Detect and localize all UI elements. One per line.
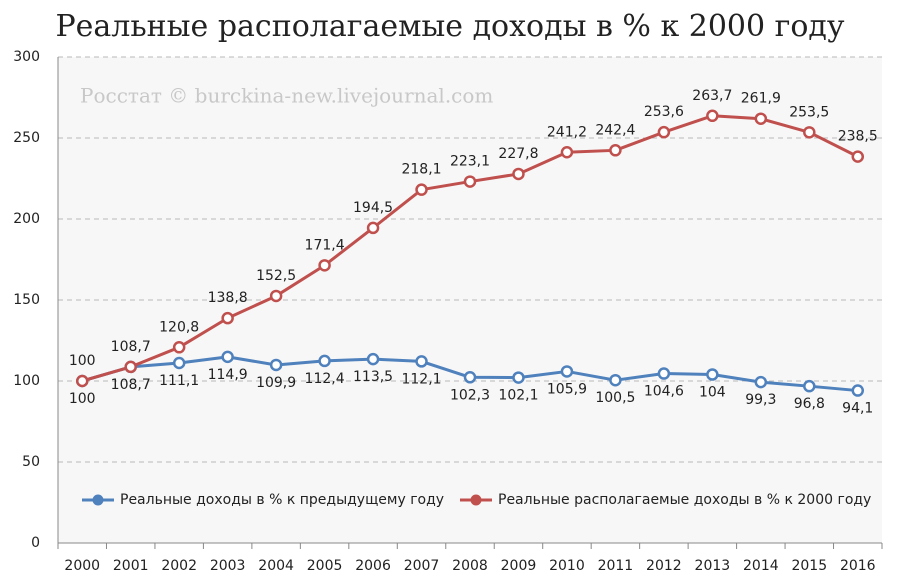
data-label: 263,7 — [692, 88, 732, 104]
data-label: 108,7 — [111, 377, 151, 393]
point — [124, 360, 137, 374]
data-label: 112,4 — [305, 371, 345, 387]
x-tick-label: 2013 — [695, 558, 731, 574]
data-label: 104,6 — [644, 384, 684, 400]
data-label: 253,5 — [789, 104, 829, 120]
data-label: 100 — [69, 353, 96, 369]
x-tick-label: 2004 — [258, 558, 294, 574]
point — [754, 375, 768, 389]
y-tick-label: 0 — [31, 535, 40, 551]
point — [706, 109, 719, 123]
data-label: 100 — [69, 391, 96, 407]
y-tick-label: 50 — [22, 454, 40, 470]
legend-label: Реальные доходы в % к предыдущему году — [120, 492, 444, 508]
point — [657, 367, 671, 380]
point — [560, 146, 574, 159]
point — [463, 371, 477, 384]
point — [366, 352, 380, 366]
x-tick-label: 2008 — [452, 558, 488, 574]
x-tick-label: 2002 — [161, 558, 197, 574]
point — [657, 125, 671, 139]
y-tick-label: 300 — [13, 49, 40, 65]
data-label: 94,1 — [842, 401, 873, 417]
point — [609, 144, 622, 157]
point — [318, 259, 331, 272]
x-tick-label: 2011 — [598, 558, 634, 574]
x-tick-label: 2015 — [791, 558, 827, 574]
point — [560, 365, 574, 378]
x-tick-label: 2014 — [743, 558, 779, 574]
point — [851, 150, 865, 163]
x-tick-label: 2016 — [840, 558, 876, 574]
y-tick-label: 250 — [13, 130, 40, 146]
point — [512, 371, 525, 384]
chart-title: Реальные располагаемые доходы в % к 2000… — [55, 9, 844, 44]
point — [366, 221, 380, 235]
point — [803, 379, 816, 393]
data-label: 194,5 — [353, 200, 393, 216]
data-label: 99,3 — [745, 392, 776, 408]
data-label: 104 — [699, 385, 726, 401]
point — [609, 373, 622, 387]
data-label: 111,1 — [159, 373, 199, 389]
data-label: 138,8 — [208, 290, 248, 306]
point — [415, 183, 428, 196]
data-label: 105,9 — [547, 381, 587, 397]
legend-label: Реальные располагаемые доходы в % к 2000… — [498, 492, 871, 508]
point — [172, 356, 186, 370]
x-tick-label: 2005 — [307, 558, 343, 574]
point — [415, 355, 428, 368]
data-label: 120,8 — [159, 319, 199, 335]
data-label: 113,5 — [353, 369, 393, 385]
data-label: 112,1 — [401, 371, 441, 387]
data-label: 114,9 — [208, 367, 248, 383]
point — [75, 374, 89, 388]
point — [706, 368, 719, 381]
data-label: 218,1 — [401, 162, 441, 178]
point — [318, 354, 331, 368]
data-label: 171,4 — [305, 237, 345, 253]
data-label: 109,9 — [256, 375, 296, 391]
legend-marker — [92, 494, 104, 506]
data-label: 261,9 — [741, 91, 781, 107]
data-label: 253,6 — [644, 104, 684, 120]
data-label: 223,1 — [450, 154, 490, 170]
x-tick-label: 2009 — [501, 558, 537, 574]
point — [512, 167, 525, 181]
x-tick-label: 2000 — [64, 558, 100, 574]
data-label: 241,2 — [547, 124, 587, 140]
watermark: Росстат © burckina-new.livejournal.com — [80, 84, 493, 108]
point — [221, 350, 234, 364]
x-tick-label: 2003 — [210, 558, 246, 574]
point — [269, 358, 283, 372]
data-label: 108,7 — [111, 339, 151, 355]
y-tick-label: 100 — [13, 373, 40, 389]
point — [269, 289, 283, 303]
point — [221, 311, 234, 325]
data-label: 102,1 — [498, 388, 538, 404]
x-tick-label: 2006 — [355, 558, 391, 574]
plot-area — [58, 57, 882, 543]
point — [463, 175, 477, 188]
y-tick-label: 150 — [13, 292, 40, 308]
data-label: 100,5 — [595, 390, 635, 406]
point — [172, 341, 186, 354]
data-label: 238,5 — [838, 129, 878, 145]
point — [851, 384, 865, 397]
point — [754, 112, 768, 125]
data-label: 96,8 — [794, 396, 825, 412]
data-label: 152,5 — [256, 268, 296, 284]
data-label: 227,8 — [498, 146, 538, 162]
point — [803, 126, 816, 139]
legend-marker — [470, 494, 482, 506]
x-tick-label: 2007 — [404, 558, 440, 574]
x-tick-label: 2001 — [113, 558, 149, 574]
x-tick-label: 2012 — [646, 558, 682, 574]
y-tick-label: 200 — [13, 211, 40, 227]
data-label: 102,3 — [450, 387, 490, 403]
data-label: 242,4 — [595, 122, 635, 138]
x-tick-label: 2010 — [549, 558, 585, 574]
